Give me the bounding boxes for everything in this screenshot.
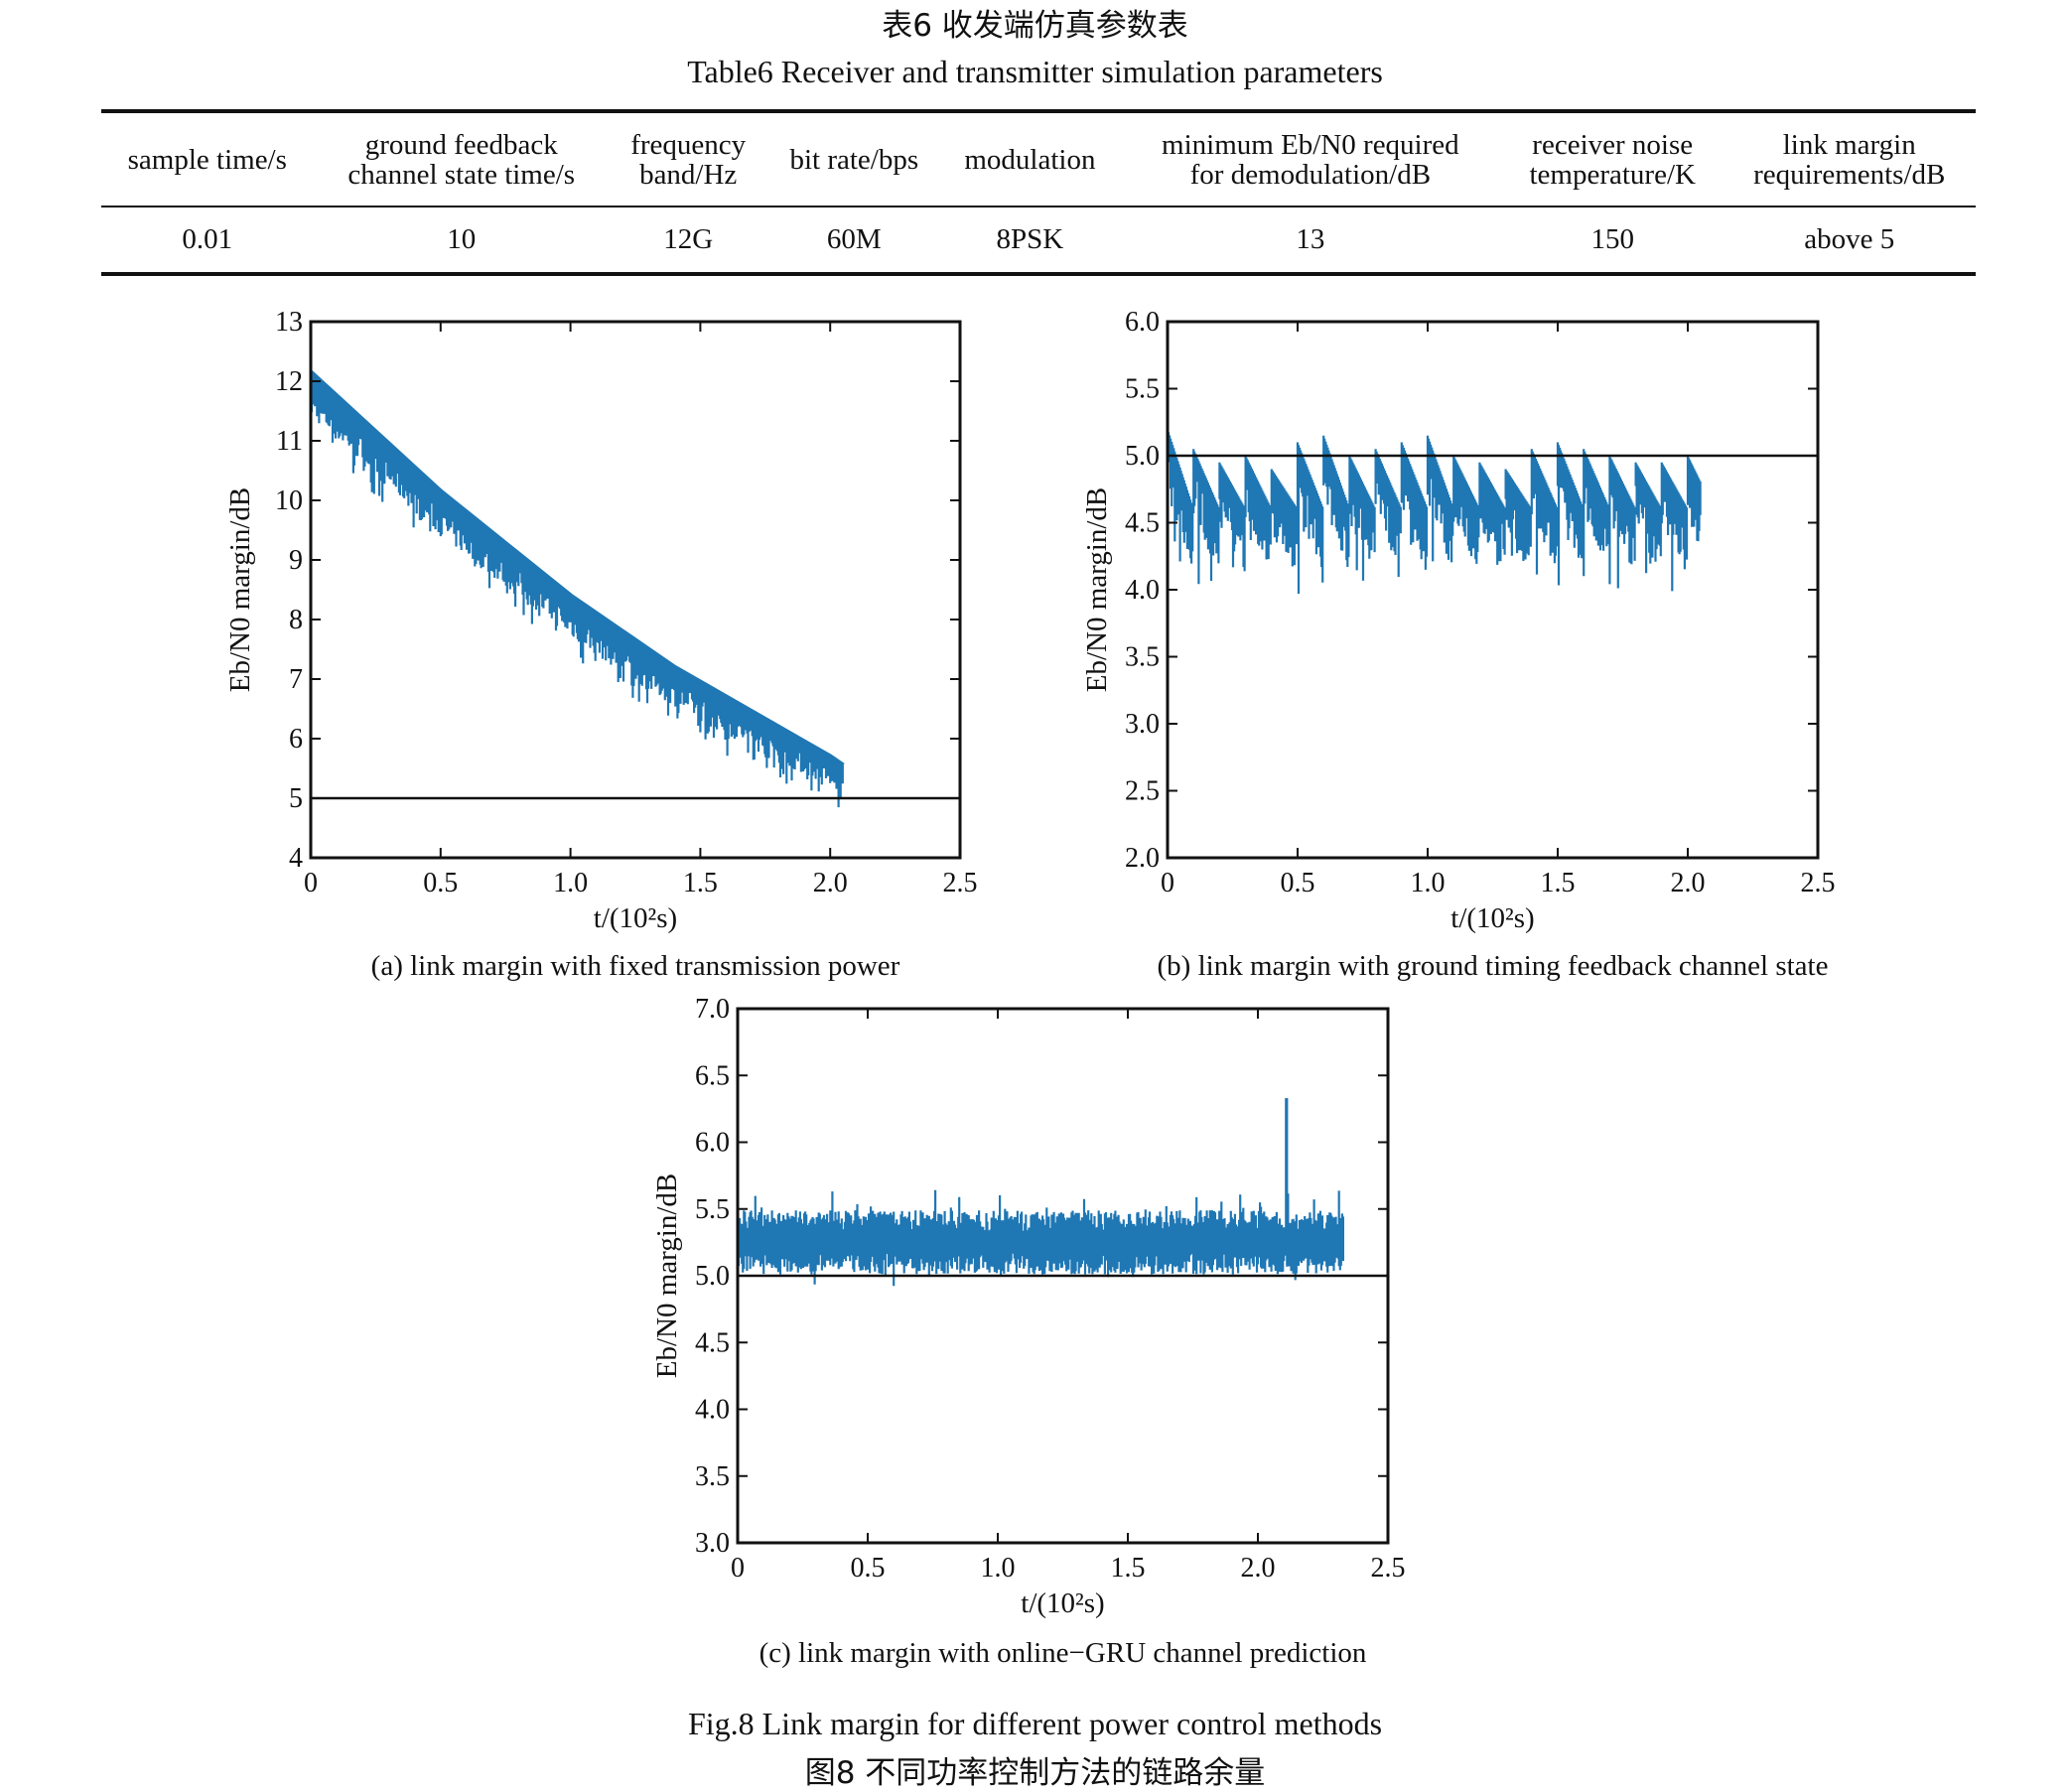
y-axis-label: Eb/N0 margin/dB <box>651 1173 683 1378</box>
y-tick-label: 4.5 <box>695 1327 730 1358</box>
header-min-ebn0: minimum Eb/N0 required for demodulation/d… <box>1162 128 1459 191</box>
y-tick-label: 6.0 <box>1125 307 1160 338</box>
header-modulation: modulation <box>964 143 1096 176</box>
y-axis-label: Eb/N0 margin/dB <box>1081 487 1113 692</box>
figure-caption-cn: 图8 不同功率控制方法的链路余量 <box>804 1755 1266 1791</box>
table-title-cn: 表6 收发端仿真参数表 <box>882 8 1188 44</box>
x-tick-label: 1.5 <box>683 868 718 898</box>
y-tick-label: 5.0 <box>695 1261 730 1292</box>
y-tick-label: 5.5 <box>695 1194 730 1225</box>
header-sample-time: sample time/s <box>127 143 287 176</box>
y-tick-label: 6.0 <box>695 1128 730 1159</box>
parameter-table: sample time/s ground feedback channel sta… <box>101 109 1976 276</box>
x-tick-label: 2.5 <box>943 868 978 898</box>
chart-b: 0 0.5 1.0 1.5 2.0 2.5 2.0 2.5 3.0 3.5 4.0 4.5 5.0 5.5… <box>1081 307 1836 982</box>
x-tick-label: 1.5 <box>1541 868 1576 898</box>
y-tick-label: 12 <box>275 366 303 397</box>
x-tick-label: 0.5 <box>1281 868 1315 898</box>
x-tick-label: 2.0 <box>1671 868 1706 898</box>
subfigure-caption: (a) link margin with fixed transmission … <box>371 950 900 982</box>
chart-a: 0 0.5 1.0 1.5 2.0 2.5 4 5 6 7 8 9 10 11 12 13 t/(10²s) Eb… <box>224 307 978 982</box>
y-tick-label: 6.5 <box>695 1060 730 1091</box>
x-tick-label: 2.5 <box>1371 1553 1406 1584</box>
x-axis-label: t/(10²s) <box>1021 1587 1104 1619</box>
x-tick-label: 2.5 <box>1801 868 1836 898</box>
x-tick-label: 0.5 <box>423 868 458 898</box>
y-tick-label: 2.5 <box>1125 776 1160 807</box>
x-tick-label: 2.0 <box>813 868 848 898</box>
y-axis-label: Eb/N0 margin/dB <box>224 487 256 692</box>
y-tick-label: 7 <box>289 664 303 695</box>
cell-sample-time: 0.01 <box>182 223 233 255</box>
plot-frame <box>1166 320 1820 860</box>
series-envelope <box>309 370 845 768</box>
y-tick-label: 5.0 <box>1125 441 1160 472</box>
y-tick-label: 4.0 <box>695 1395 730 1426</box>
header-feedback-time: ground feedback channel state time/s <box>347 128 576 191</box>
cell-bit-rate: 60M <box>826 223 882 255</box>
y-tick-label: 10 <box>275 485 303 516</box>
y-tick-label: 8 <box>289 605 303 635</box>
subfigure-caption: (c) link margin with online−GRU channel … <box>759 1637 1367 1669</box>
x-tick-label: 0 <box>731 1553 745 1584</box>
series-trace <box>309 372 844 808</box>
cell-link-margin: above 5 <box>1804 223 1895 255</box>
table-header-row: sample time/s ground feedback channel sta… <box>101 111 1976 207</box>
cell-noise-temp: 150 <box>1590 223 1634 255</box>
header-bit-rate: bit rate/bps <box>789 143 919 176</box>
header-frequency: frequency band/Hz <box>630 128 747 191</box>
y-tick-label: 3.0 <box>1125 709 1160 740</box>
y-tick-label: 4.0 <box>1125 575 1160 606</box>
cell-feedback-time: 10 <box>447 223 477 255</box>
y-tick-label: 5 <box>289 783 303 814</box>
y-tick-label: 7.0 <box>695 994 730 1025</box>
y-tick-label: 3.0 <box>695 1528 730 1559</box>
series-trace <box>1166 429 1702 595</box>
x-tick-label: 0 <box>304 868 318 898</box>
y-tick-label: 13 <box>275 307 303 338</box>
series-trace <box>736 1098 1344 1287</box>
header-link-margin: link margin requirements/dB <box>1753 128 1946 191</box>
chart-c: 0 0.5 1.0 1.5 2.0 2.5 3.0 3.5 4.0 4.5 5.0 5.5 6.0 6.5… <box>651 994 1406 1669</box>
y-tick-label: 9 <box>289 545 303 576</box>
y-tick-label: 4 <box>289 843 303 874</box>
table-row: 0.01 10 12G 60M 8PSK 13 150 above 5 <box>101 207 1976 274</box>
cell-min-ebn0: 13 <box>1296 223 1325 255</box>
x-tick-label: 0 <box>1161 868 1174 898</box>
table-title-en: Table6 Receiver and transmitter simulati… <box>687 54 1383 89</box>
x-tick-label: 1.5 <box>1111 1553 1146 1584</box>
plot-frame <box>309 320 962 860</box>
x-tick-label: 1.0 <box>553 868 588 898</box>
x-axis-label: t/(10²s) <box>1450 902 1534 934</box>
x-tick-label: 0.5 <box>851 1553 886 1584</box>
figure-caption-en: Fig.8 Link margin for different power co… <box>687 1706 1383 1741</box>
subfigure-caption: (b) link margin with ground timing feedb… <box>1158 950 1829 982</box>
x-axis-label: t/(10²s) <box>594 902 677 934</box>
cell-frequency: 12G <box>663 223 714 255</box>
y-tick-label: 3.5 <box>1125 642 1160 673</box>
y-tick-label: 4.5 <box>1125 508 1160 539</box>
cell-modulation: 8PSK <box>996 223 1064 255</box>
header-noise-temp: receiver noise temperature/K <box>1529 128 1696 191</box>
y-tick-label: 2.0 <box>1125 843 1160 874</box>
y-tick-label: 11 <box>276 426 303 457</box>
x-tick-label: 1.0 <box>1411 868 1446 898</box>
y-tick-label: 6 <box>289 724 303 755</box>
y-tick-label: 3.5 <box>695 1461 730 1492</box>
x-tick-label: 2.0 <box>1241 1553 1276 1584</box>
y-tick-label: 5.5 <box>1125 374 1160 405</box>
x-tick-label: 1.0 <box>981 1553 1016 1584</box>
